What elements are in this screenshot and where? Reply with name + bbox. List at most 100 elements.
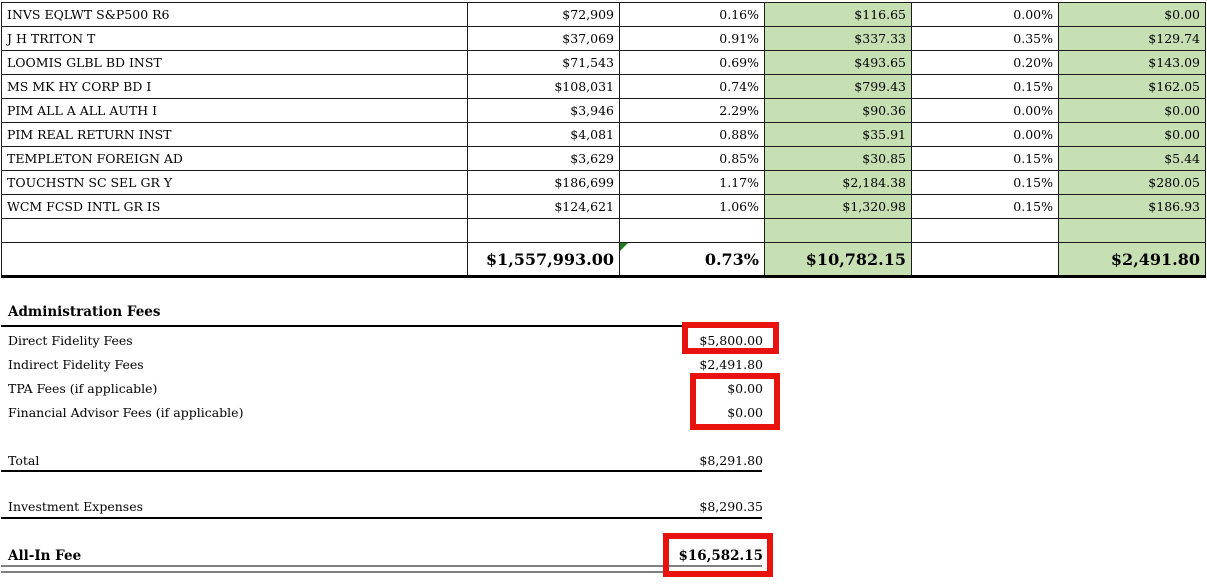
expense-amount-cell: $116.65 [764, 2, 912, 27]
fund-name-cell: WCM FCSD INTL GR IS [1, 194, 468, 219]
fund-name-cell: INVS EQLWT S&P500 R6 [1, 2, 468, 27]
total-balance-cell: $1,557,993.00 [467, 242, 620, 278]
investment-expenses-rule [1, 517, 762, 519]
investment-expenses-value: $8,290.35 [699, 499, 763, 514]
expense-amount-cell: $337.33 [764, 26, 912, 51]
expense-ratio-cell: 1.17% [619, 170, 765, 195]
investment-expenses-label: Investment Expenses [8, 499, 144, 514]
balance-cell: $186,699 [467, 170, 620, 195]
heading-rule [1, 325, 762, 327]
revshare-ratio-cell: 0.00% [911, 98, 1059, 123]
fund-row: TEMPLETON FOREIGN AD $3,629 0.85% $30.85… [1, 146, 1206, 171]
fund-name-cell: PIM REAL RETURN INST [1, 122, 468, 147]
expense-ratio-cell: 1.06% [619, 194, 765, 219]
fund-name-cell: MS MK HY CORP BD I [1, 74, 468, 99]
fee-label: Direct Fidelity Fees [8, 333, 133, 348]
expense-ratio-cell: 0.74% [619, 74, 765, 99]
expense-ratio-cell: 0.91% [619, 26, 765, 51]
revshare-ratio-cell: 0.35% [911, 26, 1059, 51]
admin-fee-row-direct: Direct Fidelity Fees $5,800.00 [0, 331, 763, 351]
fund-name-cell: PIM ALL A ALL AUTH I [1, 98, 468, 123]
total-revshare-amount-cell: $2,491.80 [1058, 242, 1206, 278]
all-in-fee-label: All-In Fee [8, 548, 82, 564]
expense-amount-cell: $799.43 [764, 74, 912, 99]
revshare-ratio-cell: 0.15% [911, 146, 1059, 171]
expense-amount-cell: $2,184.38 [764, 170, 912, 195]
expense-amount-cell: $493.65 [764, 50, 912, 75]
total-value: $8,291.80 [699, 453, 763, 468]
all-in-fee-value: $16,582.15 [678, 548, 763, 564]
total-rule [1, 470, 762, 472]
fund-name-cell: J H TRITON T [1, 26, 468, 51]
expense-ratio-cell: 0.85% [619, 146, 765, 171]
empty-cell [467, 218, 620, 243]
total-expense-ratio-value: 0.73% [704, 249, 759, 269]
revshare-ratio-cell: 0.00% [911, 122, 1059, 147]
fee-label: Financial Advisor Fees (if applicable) [8, 405, 244, 420]
fund-row: PIM ALL A ALL AUTH I $3,946 2.29% $90.36… [1, 98, 1206, 123]
total-expense-ratio-cell: 0.73% [619, 242, 765, 278]
empty-cell [619, 218, 765, 243]
fund-row: MS MK HY CORP BD I $108,031 0.74% $799.4… [1, 74, 1206, 99]
balance-cell: $72,909 [467, 2, 620, 27]
revshare-amount-cell: $0.00 [1058, 2, 1206, 27]
revshare-amount-cell: $0.00 [1058, 122, 1206, 147]
fund-row: TOUCHSTN SC SEL GR Y $186,699 1.17% $2,1… [1, 170, 1206, 195]
fund-name-cell: TEMPLETON FOREIGN AD [1, 146, 468, 171]
revshare-ratio-cell: 0.15% [911, 74, 1059, 99]
revshare-amount-cell: $162.05 [1058, 74, 1206, 99]
expense-ratio-cell: 0.69% [619, 50, 765, 75]
revshare-ratio-cell: 0.00% [911, 2, 1059, 27]
revshare-amount-cell: $0.00 [1058, 98, 1206, 123]
fee-value: $5,800.00 [699, 333, 763, 348]
revshare-amount-cell: $129.74 [1058, 26, 1206, 51]
all-in-fee-double-rule [1, 565, 762, 573]
revshare-amount-cell: $143.09 [1058, 50, 1206, 75]
revshare-ratio-cell: 0.20% [911, 50, 1059, 75]
blank-row [1, 218, 1206, 243]
fund-row: J H TRITON T $37,069 0.91% $337.33 0.35%… [1, 26, 1206, 51]
balance-cell: $37,069 [467, 26, 620, 51]
investment-expenses-row: Investment Expenses $8,290.35 [0, 497, 763, 517]
empty-cell [911, 242, 1059, 278]
fund-name-cell: TOUCHSTN SC SEL GR Y [1, 170, 468, 195]
empty-cell [1, 218, 468, 243]
fee-value: $0.00 [727, 381, 763, 396]
revshare-amount-cell: $280.05 [1058, 170, 1206, 195]
expense-amount-cell: $35.91 [764, 122, 912, 147]
empty-cell [911, 218, 1059, 243]
revshare-amount-cell: $186.93 [1058, 194, 1206, 219]
totals-row: $1,557,993.00 0.73% $10,782.15 $2,491.80 [1, 242, 1206, 278]
fund-row: LOOMIS GLBL BD INST $71,543 0.69% $493.6… [1, 50, 1206, 75]
admin-fees-heading: Administration Fees [8, 304, 161, 320]
expense-amount-cell: $1,320.98 [764, 194, 912, 219]
expense-amount-cell: $30.85 [764, 146, 912, 171]
expense-ratio-cell: 2.29% [619, 98, 765, 123]
total-label: Total [8, 453, 40, 468]
fund-name-cell: LOOMIS GLBL BD INST [1, 50, 468, 75]
expense-ratio-cell: 0.88% [619, 122, 765, 147]
fund-row: INVS EQLWT S&P500 R6 $72,909 0.16% $116.… [1, 2, 1206, 27]
fund-row: PIM REAL RETURN INST $4,081 0.88% $35.91… [1, 122, 1206, 147]
balance-cell: $108,031 [467, 74, 620, 99]
formula-flag-triangle-icon [620, 243, 628, 251]
total-expense-amount-cell: $10,782.15 [764, 242, 912, 278]
fee-value: $0.00 [727, 405, 763, 420]
expense-ratio-cell: 0.16% [619, 2, 765, 27]
balance-cell: $124,621 [467, 194, 620, 219]
revshare-ratio-cell: 0.15% [911, 170, 1059, 195]
balance-cell: $71,543 [467, 50, 620, 75]
revshare-amount-cell: $5.44 [1058, 146, 1206, 171]
empty-cell [1058, 218, 1206, 243]
admin-fee-row-tpa: TPA Fees (if applicable) $0.00 [0, 379, 763, 399]
balance-cell: $3,946 [467, 98, 620, 123]
fee-label: TPA Fees (if applicable) [8, 381, 158, 396]
admin-total-row: Total $8,291.80 [0, 451, 763, 471]
balance-cell: $3,629 [467, 146, 620, 171]
expense-amount-cell: $90.36 [764, 98, 912, 123]
empty-cell [1, 242, 468, 278]
funds-fee-table: INVS EQLWT S&P500 R6 $72,909 0.16% $116.… [1, 2, 1206, 278]
admin-fee-row-advisor: Financial Advisor Fees (if applicable) $… [0, 403, 763, 423]
admin-fee-row-indirect: Indirect Fidelity Fees $2,491.80 [0, 355, 763, 375]
fee-label: Indirect Fidelity Fees [8, 357, 144, 372]
